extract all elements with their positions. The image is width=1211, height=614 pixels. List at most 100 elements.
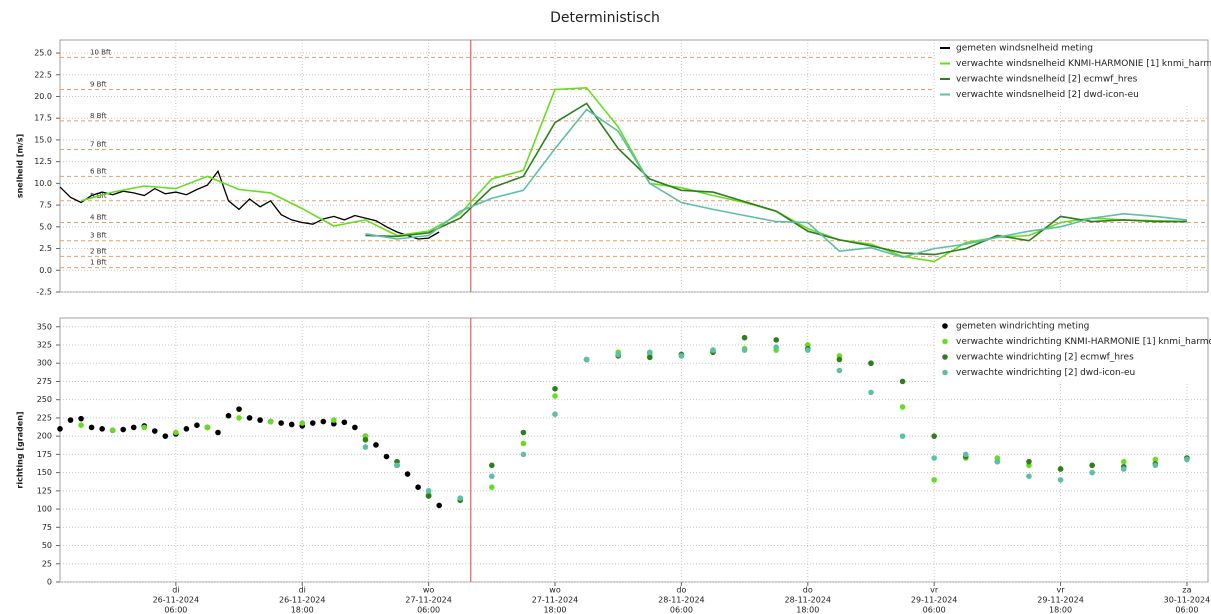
scatter-point [489,473,495,480]
scatter-point [552,385,558,392]
x-tick-label: 26-11-2024 [279,596,326,605]
scatter-point [204,424,211,431]
scatter-point [415,484,421,490]
scatter-point [1152,462,1159,469]
y-tick-label: 50 [42,541,52,550]
scatter-point [109,427,116,434]
y-tick-label: 15.0 [34,135,52,144]
scatter-point [362,436,369,443]
x-tick-label: vr [930,586,939,595]
legend-label: gemeten windsnelheid meting [956,44,1093,54]
scatter-point [931,433,937,439]
x-tick-label: 06:00 [164,606,187,614]
x-tick-label: 28-11-2024 [658,596,705,605]
scatter-point [520,429,527,436]
x-tick-label: 27-11-2024 [405,596,452,605]
x-tick-label: 29-11-2024 [911,596,958,605]
scatter-point [173,429,179,436]
reference-label: 4 Bft [90,213,107,221]
scatter-point [678,353,685,359]
legend-label: verwachte windsnelheid [2] ecmwf_hres [956,75,1138,85]
legend-swatch [942,354,948,360]
scatter-point [457,495,464,501]
y-axis-title: snelheid [m/s] [16,134,25,198]
scatter-point [141,424,148,431]
scatter-point [194,422,200,429]
y-tick-label: 75 [42,523,52,532]
scatter-point [215,429,221,436]
scatter-point [331,417,337,423]
x-tick-label: di [299,586,306,595]
scatter-point [741,347,748,353]
legend-swatch [942,338,948,345]
y-tick-label: 2.5 [39,244,52,253]
scatter-point [425,488,432,494]
y-tick-label: 25 [42,559,52,568]
scatter-point [520,440,527,447]
y-tick-label: 350 [37,322,52,331]
y-tick-label: 17.5 [34,114,52,123]
scatter-point [394,462,400,469]
x-tick-label: 27-11-2024 [532,596,579,605]
y-tick-label: 150 [37,468,52,477]
x-tick-label: 18:00 [796,606,819,614]
scatter-point [773,337,779,343]
scatter-point [1057,477,1064,483]
series-line [59,169,440,240]
legend-box [935,319,1207,383]
y-tick-label: 275 [37,377,52,386]
scatter-point [741,334,748,341]
scatter-point [151,428,158,434]
scatter-point [1026,458,1032,465]
scatter-point [425,493,432,499]
scatter-point [1089,469,1095,476]
x-tick-label: do [803,586,813,595]
scatter-point [183,426,190,432]
scatter-point [1026,473,1032,480]
series-line [365,108,1187,259]
reference-label: 7 Bft [90,140,107,148]
scatter-point [225,412,232,419]
scatter-point [309,420,316,426]
scatter-point [899,378,906,385]
scatter-point [994,458,1001,465]
x-tick-label: wo [423,586,435,595]
scatter-point [383,453,390,460]
legend-label: verwachte windrichting KNMI-HARMONIE [1]… [956,337,1211,347]
y-tick-label: 5.0 [39,222,52,231]
scatter-point [710,347,716,353]
x-tick-label: 06:00 [417,606,440,614]
scatter-point [899,404,906,410]
scatter-point [868,389,874,396]
reference-label: 3 Bft [90,232,107,240]
scatter-point [962,451,969,458]
scatter-point [246,415,253,421]
scatter-point [288,421,295,428]
x-tick-label: 06:00 [670,606,693,614]
scatter-point [1120,458,1127,465]
y-tick-label: 0.0 [39,266,52,275]
scatter-point [931,455,937,461]
x-tick-label: 06:00 [1175,606,1198,614]
y-tick-label: 10.0 [34,179,52,188]
y-tick-label: 7.5 [39,201,52,210]
scatter-point [88,424,95,431]
scatter-point [78,422,84,429]
scatter-point [615,351,622,358]
y-tick-label: 0 [47,578,52,587]
series-line [365,102,1187,256]
y-tick-label: 125 [37,486,52,495]
x-tick-label: vr [1057,586,1066,595]
legend-label: verwachte windrichting [2] ecmwf_hres [956,353,1134,363]
y-tick-label: 225 [37,413,52,422]
scatter-point [1120,466,1127,472]
x-tick-label: 30-11-2024 [1164,596,1211,605]
scatter-point [341,419,348,426]
y-tick-label: 20.0 [34,92,52,101]
y-tick-label: 25.0 [34,49,52,58]
scatter-point [57,426,63,432]
y-tick-label: 175 [37,450,52,459]
reference-label: 6 Bft [90,167,107,175]
